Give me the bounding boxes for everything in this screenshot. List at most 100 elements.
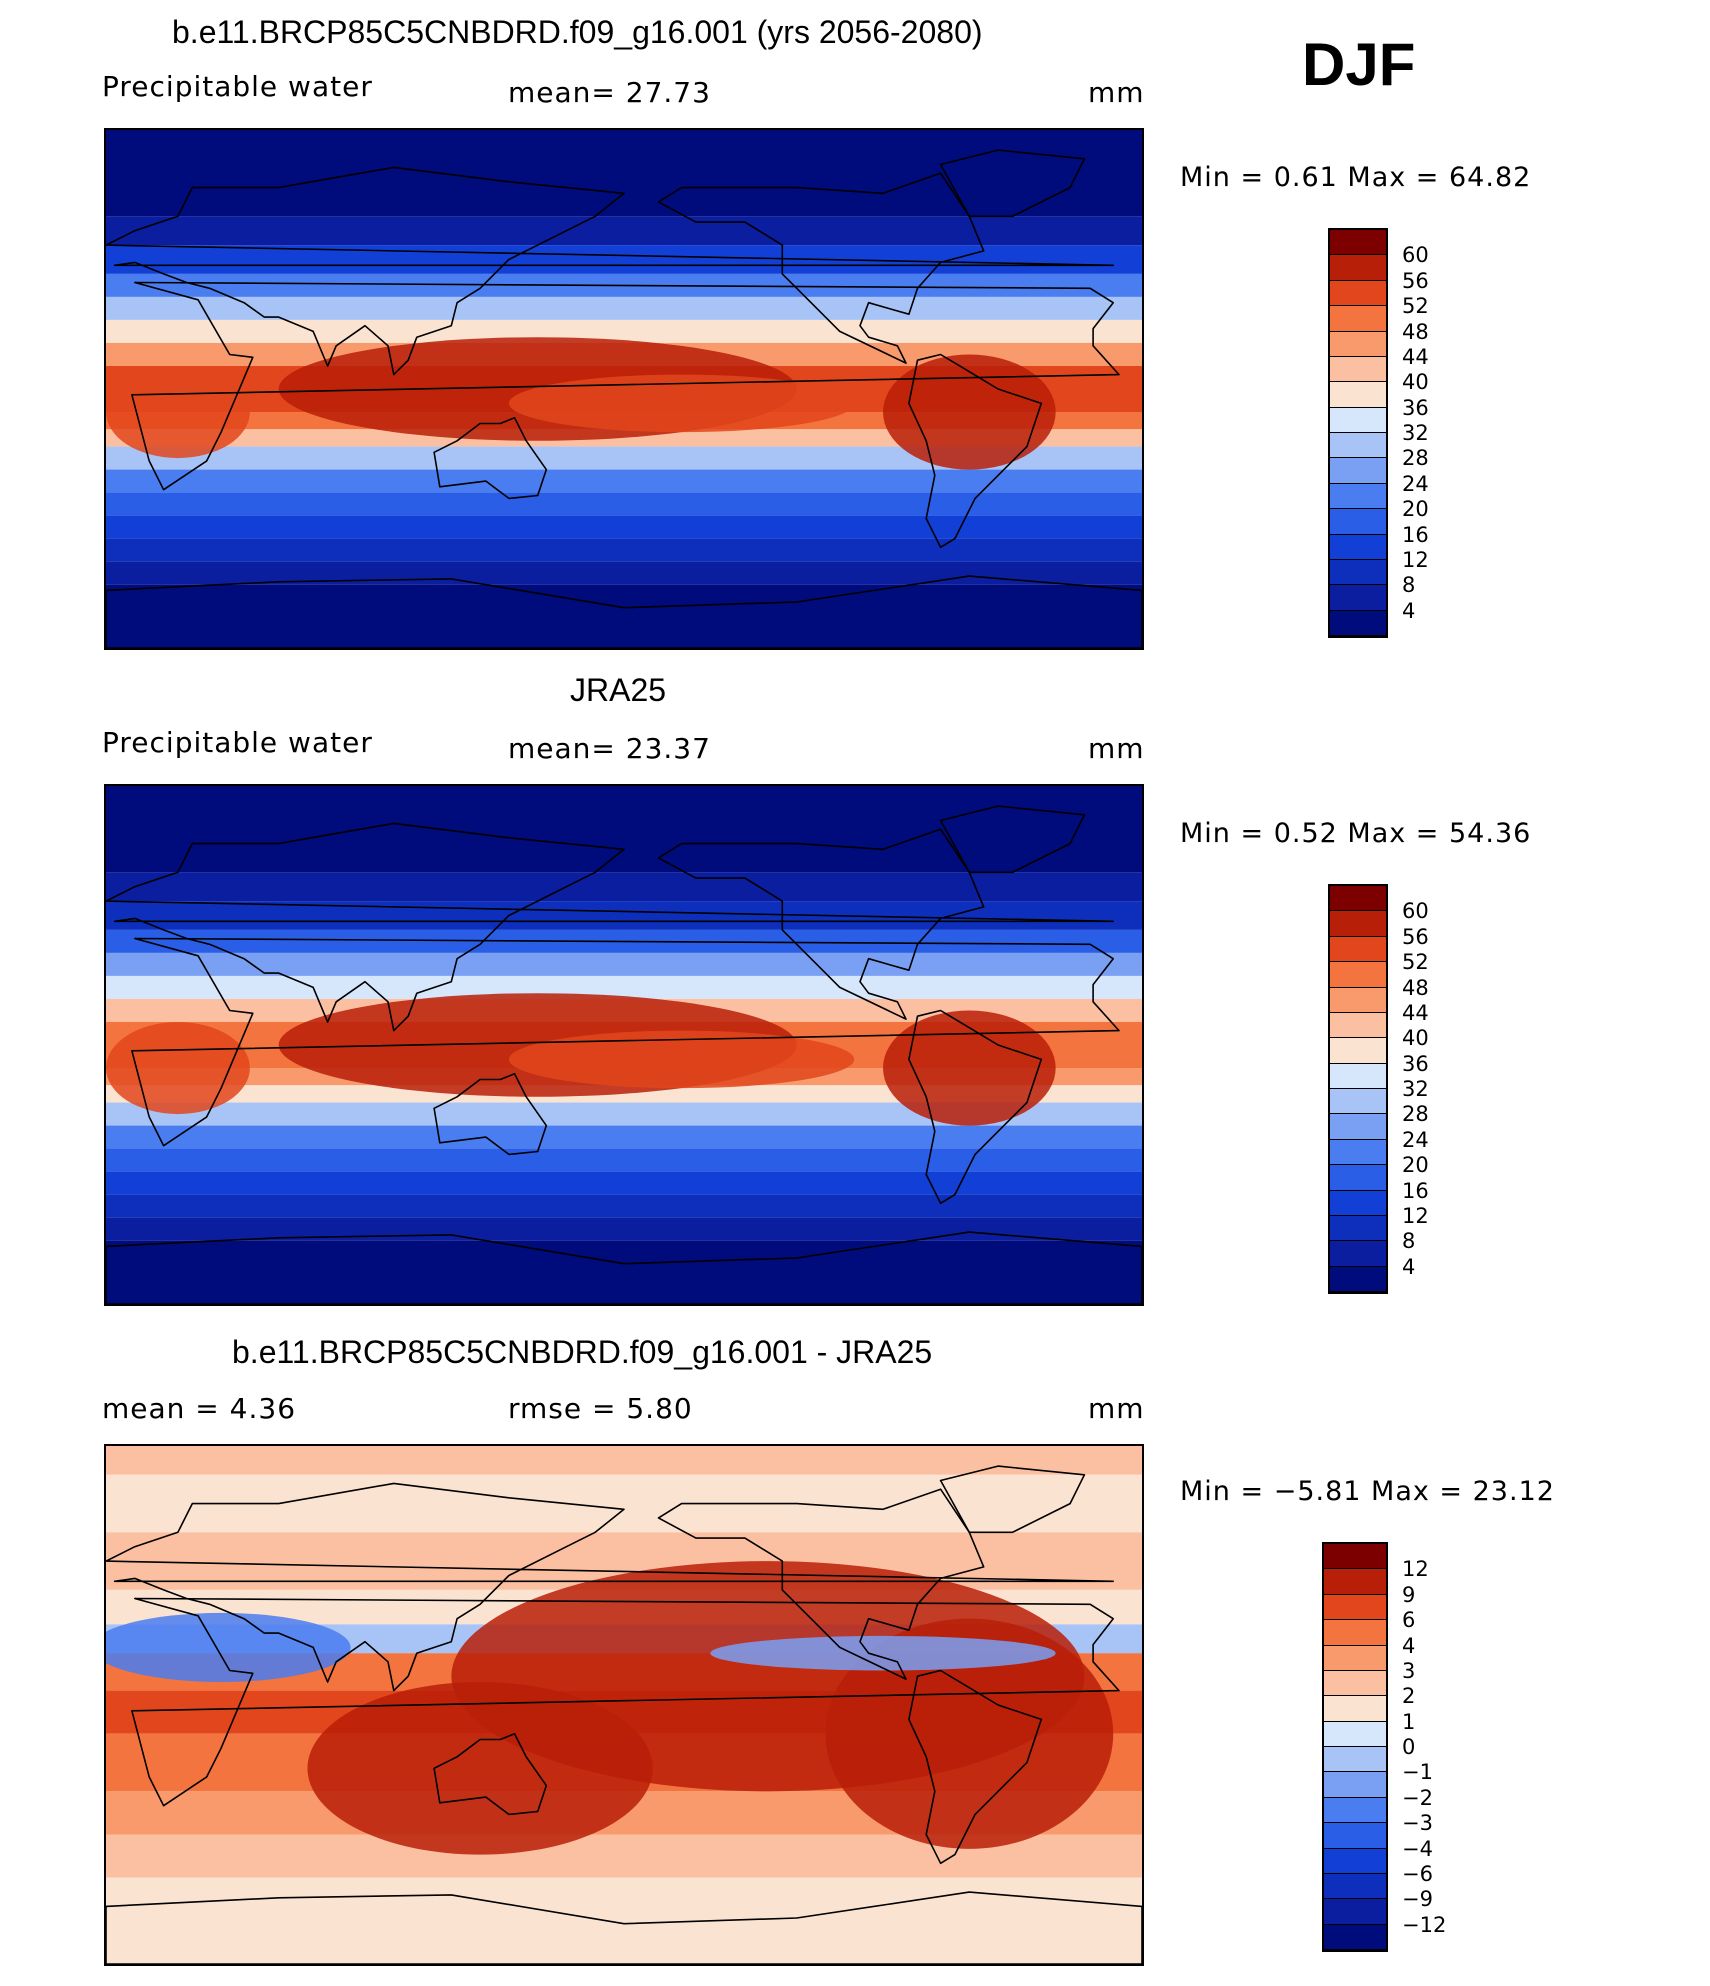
field-band [106, 216, 1142, 246]
coastline [657, 172, 985, 364]
field-blob [307, 1681, 653, 1855]
colorbar-swatch [1330, 610, 1386, 636]
field-band [106, 1217, 1142, 1241]
mean-label: mean= 27.73 [508, 76, 711, 109]
colorbar-swatch [1330, 230, 1386, 256]
colorbar-swatch [1324, 1772, 1386, 1798]
colorbar-swatch [1324, 1544, 1386, 1570]
panel-title: b.e11.BRCP85C5CNBDRD.f09_g16.001 (yrs 20… [172, 14, 983, 50]
colorbar-swatch [1330, 255, 1386, 281]
difference-map [106, 1446, 1142, 1964]
coastline [106, 166, 1114, 376]
field-band [106, 1877, 1142, 1964]
colorbar-swatch [1324, 1670, 1386, 1697]
colorbar [1328, 228, 1388, 638]
units-label: mm [1088, 1392, 1145, 1425]
colorbar-swatch [1324, 1721, 1386, 1747]
field-band [106, 901, 1142, 930]
field-band [106, 786, 1142, 873]
colorbar-tick-label: −2 [1402, 1785, 1433, 1810]
field-band [106, 296, 1142, 320]
variable-label: Precipitable water [102, 70, 373, 103]
colorbar-swatch [1330, 585, 1386, 611]
coastline [433, 1733, 548, 1816]
colorbar-tick-label: 16 [1402, 1178, 1429, 1203]
colorbar-tick-label: 12 [1402, 1557, 1429, 1582]
colorbar-tick-label: 56 [1402, 268, 1429, 293]
field-band [106, 245, 1142, 274]
colorbar-tick-label: 28 [1402, 1102, 1429, 1127]
colorbar-tick-label: 60 [1402, 899, 1429, 924]
colorbar-swatch [1330, 1012, 1386, 1039]
coastline [433, 417, 548, 500]
colorbar-tick-label: 44 [1402, 1000, 1429, 1025]
map-diff [104, 1444, 1144, 1966]
colorbar-swatch [1324, 1696, 1386, 1722]
colorbar-tick-label: 12 [1402, 547, 1429, 572]
colorbar-tick-label: 44 [1402, 344, 1429, 369]
min-max-label: Min = −5.81 Max = 23.12 [1180, 1476, 1555, 1507]
colorbar-tick-label: −1 [1402, 1760, 1433, 1785]
coastline [106, 1891, 1142, 1964]
coastline [657, 1488, 985, 1680]
colorbar-swatch [1330, 306, 1386, 332]
colorbar-swatch [1330, 1241, 1386, 1267]
colorbar-tick-label: 32 [1402, 1077, 1429, 1101]
colorbar-swatch [1330, 483, 1386, 510]
colorbar-tick-label: 4 [1402, 1254, 1416, 1279]
colorbar-swatch [1330, 1089, 1386, 1115]
field-blob [106, 365, 250, 459]
colorbar-tick-label: −9 [1402, 1887, 1433, 1912]
colorbar-swatch [1330, 509, 1386, 535]
colorbar-tick-label: 20 [1402, 1153, 1429, 1178]
colorbar-swatch [1324, 1594, 1386, 1621]
coastline [106, 575, 1142, 648]
colorbar-tick-label: 40 [1402, 1026, 1429, 1051]
colorbar-swatch [1330, 356, 1386, 383]
field-band [106, 1446, 1142, 1475]
colorbar-swatch [1324, 1823, 1386, 1849]
coastline [433, 1073, 548, 1156]
field-band [106, 469, 1142, 493]
colorbar-tick-label: 12 [1402, 1203, 1429, 1228]
colorbar-swatch [1324, 1924, 1386, 1950]
colorbar-swatch [1330, 534, 1386, 560]
colorbar-swatch [1324, 1645, 1386, 1671]
coastline [106, 822, 1114, 1032]
field-band [106, 1085, 1142, 1103]
colorbar [1322, 1542, 1388, 1952]
colorbar-tick-label: 40 [1402, 370, 1429, 395]
colorbar-tick-label: 3 [1402, 1658, 1416, 1683]
precipitable-water-map [106, 786, 1142, 1304]
colorbar-tick-label: 9 [1402, 1582, 1416, 1607]
coastline [939, 1465, 1086, 1534]
colorbar-swatch [1330, 407, 1386, 433]
field-blob [508, 374, 855, 433]
mean-label: mean = 4.36 [102, 1392, 297, 1425]
colorbar-swatch [1324, 1848, 1386, 1874]
rmse-label: rmse = 5.80 [508, 1392, 693, 1425]
colorbar-swatch [1330, 1038, 1386, 1064]
colorbar-swatch [1330, 1190, 1386, 1216]
colorbar-tick-label: 8 [1402, 573, 1416, 598]
colorbar-swatch [1324, 1747, 1386, 1773]
coastline [939, 805, 1086, 874]
colorbar-tick-label: 8 [1402, 1229, 1416, 1254]
colorbar-tick-label: 2 [1402, 1684, 1416, 1709]
field-band [106, 584, 1142, 648]
colorbar-swatch [1330, 911, 1386, 937]
colorbar-tick-label: 60 [1402, 243, 1429, 268]
colorbar-tick-label: 48 [1402, 975, 1429, 1000]
coastline [131, 281, 1120, 491]
colorbar-tick-label: 0 [1402, 1735, 1416, 1759]
colorbar-tick-label: 52 [1402, 294, 1429, 319]
coastline [106, 1231, 1142, 1304]
colorbar-swatch [1330, 1114, 1386, 1140]
colorbar-swatch [1330, 1063, 1386, 1089]
colorbar-swatch [1330, 433, 1386, 459]
min-max-label: Min = 0.61 Max = 64.82 [1180, 162, 1532, 193]
map-obs [104, 784, 1144, 1306]
coastline [939, 149, 1086, 218]
colorbar-tick-label: 20 [1402, 497, 1429, 522]
colorbar-tick-label: 1 [1402, 1709, 1416, 1734]
